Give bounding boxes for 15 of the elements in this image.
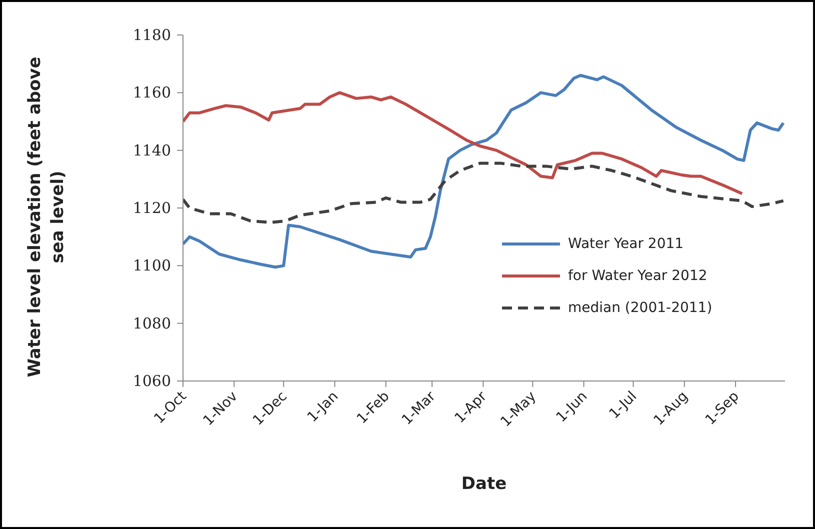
legend-label: Water Year 2011 xyxy=(568,236,684,252)
legend-label: for Water Year 2012 xyxy=(568,268,708,284)
x-axis-title: Date xyxy=(461,474,507,494)
y-tick-label: 1060 xyxy=(132,372,171,390)
y-tick-label: 1120 xyxy=(132,199,171,217)
y-tick-label: 1180 xyxy=(132,26,171,44)
legend-label: median (2001-2011) xyxy=(568,300,712,316)
y-axis-title: Water level elevation (feet above sea level) xyxy=(25,56,68,378)
y-tick-label: 1160 xyxy=(132,84,171,102)
y-tick-label: 1100 xyxy=(132,256,171,275)
line-series xyxy=(183,91,744,196)
line-series xyxy=(183,74,785,269)
y-tick-label: 1080 xyxy=(132,314,171,332)
line-series xyxy=(183,162,785,224)
y-tick-label: 1140 xyxy=(132,141,171,160)
